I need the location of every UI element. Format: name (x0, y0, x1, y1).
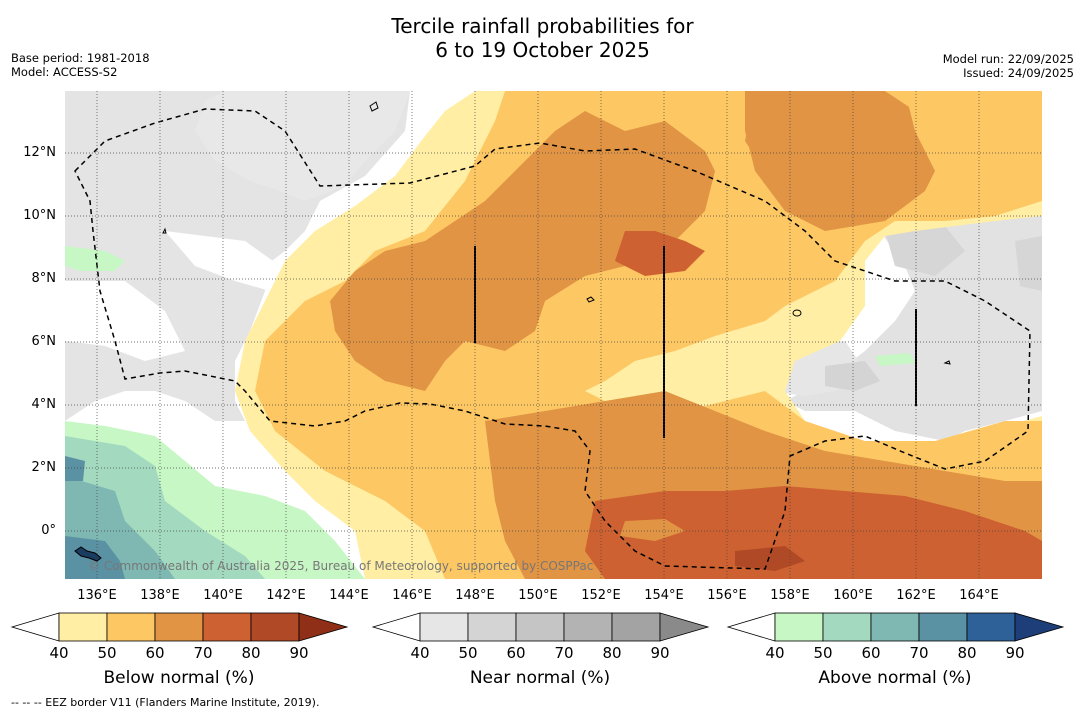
colorbar-over-triangle (298, 612, 349, 642)
x-tick-label: 138°E (140, 588, 180, 603)
colorbar-tick-label: 70 (193, 644, 213, 662)
colorbar-swatch (202, 612, 252, 642)
x-tick-label: 162°E (896, 588, 936, 603)
colorbar-swatch (58, 612, 108, 642)
y-tick-label: 10°N (23, 208, 56, 223)
colorbar-tick-label: 60 (861, 644, 881, 662)
colorbar-tick-label: 50 (813, 644, 833, 662)
colorbar-swatch (106, 612, 156, 642)
rainfall-map (65, 91, 1042, 579)
x-tick-label: 148°E (455, 588, 495, 603)
colorbar-2 (371, 612, 710, 642)
colorbar-swatch (563, 612, 613, 642)
x-tick-label: 140°E (203, 588, 243, 603)
colorbar-tick-label: 70 (909, 644, 929, 662)
base-period: Base period: 1981-2018 (11, 51, 150, 65)
colorbar-tick-label: 80 (957, 644, 977, 662)
x-tick-label: 164°E (959, 588, 999, 603)
x-tick-label: 154°E (644, 588, 684, 603)
x-tick-label: 144°E (329, 588, 369, 603)
x-tick-label: 156°E (707, 588, 747, 603)
model-name: Model: ACCESS-S2 (11, 65, 118, 79)
colorbar-swatch (154, 612, 204, 642)
eez-border (74, 108, 1031, 570)
colorbar-title: Near normal (%) (469, 668, 611, 688)
colorbar-over-triangle (659, 612, 710, 642)
y-tick-label: 8°N (31, 271, 57, 286)
title-line-1: Tercile rainfall probabilities for (391, 14, 694, 38)
above-normal-areas (65, 246, 915, 579)
colorbar-tick-label: 90 (650, 644, 670, 662)
colorbar-3 (726, 612, 1065, 642)
below-normal-areas (235, 91, 1042, 579)
x-tick-label: 158°E (770, 588, 810, 603)
colorbar-title: Below normal (%) (103, 668, 255, 688)
colorbar-tick-label: 40 (410, 644, 430, 662)
colorbar-tick-label: 90 (1005, 644, 1025, 662)
colorbar-tick-label: 60 (145, 644, 165, 662)
colorbar-tick-label: 70 (554, 644, 574, 662)
x-tick-label: 160°E (833, 588, 873, 603)
colorbar-swatch (918, 612, 968, 642)
model-run-date: Model run: 22/09/2025 (942, 52, 1074, 66)
run-info: Model run: 22/09/2025 Issued: 24/09/2025 (943, 52, 1074, 80)
colorbar-swatch (515, 612, 565, 642)
colorbar-swatch (250, 612, 300, 642)
x-tick-label: 152°E (581, 588, 621, 603)
colorbar-swatch (467, 612, 517, 642)
islands (74, 101, 951, 562)
colorbar-swatch (966, 612, 1016, 642)
chart-title: Tercile rainfall probabilities for 6 to … (0, 14, 1085, 62)
colorbar-tick-label: 60 (506, 644, 526, 662)
colorbar-swatch (774, 612, 824, 642)
y-tick-label: 2°N (31, 460, 57, 475)
colorbar-tick-label: 40 (765, 644, 785, 662)
issued-date: Issued: 24/09/2025 (963, 66, 1074, 80)
x-tick-label: 146°E (392, 588, 432, 603)
colorbar-tick-label: 50 (458, 644, 478, 662)
colorbar-swatch (870, 612, 920, 642)
graticule (65, 91, 1042, 579)
near-normal-areas (65, 91, 1042, 441)
colorbar-tick-label: 50 (97, 644, 117, 662)
y-tick-label: 12°N (23, 145, 56, 160)
colorbar-tick-label: 80 (602, 644, 622, 662)
x-tick-label: 142°E (266, 588, 306, 603)
y-tick-label: 4°N (31, 397, 57, 412)
title-line-2: 6 to 19 October 2025 (435, 38, 650, 62)
colorbar-swatch (419, 612, 469, 642)
colorbar-swatch (822, 612, 872, 642)
colorbar-over-triangle (1014, 612, 1065, 642)
x-tick-label: 136°E (77, 588, 117, 603)
x-tick-label: 150°E (518, 588, 558, 603)
colorbar-tick-label: 90 (289, 644, 309, 662)
colorbar-tick-label: 40 (49, 644, 69, 662)
map-svg (65, 91, 1042, 579)
y-tick-label: 6°N (31, 334, 57, 349)
copyright-notice: © Commonwealth of Australia 2025, Bureau… (88, 559, 594, 573)
eez-footnote: -- -- -- EEZ border V11 (Flanders Marine… (11, 696, 320, 709)
model-info: Base period: 1981-2018 Model: ACCESS-S2 (11, 51, 150, 79)
colorbar-under-triangle (726, 612, 776, 642)
colorbar-tick-label: 80 (241, 644, 261, 662)
y-tick-label: 0° (41, 523, 56, 538)
colorbar-1 (10, 612, 349, 642)
colorbar-title: Above normal (%) (818, 668, 972, 688)
